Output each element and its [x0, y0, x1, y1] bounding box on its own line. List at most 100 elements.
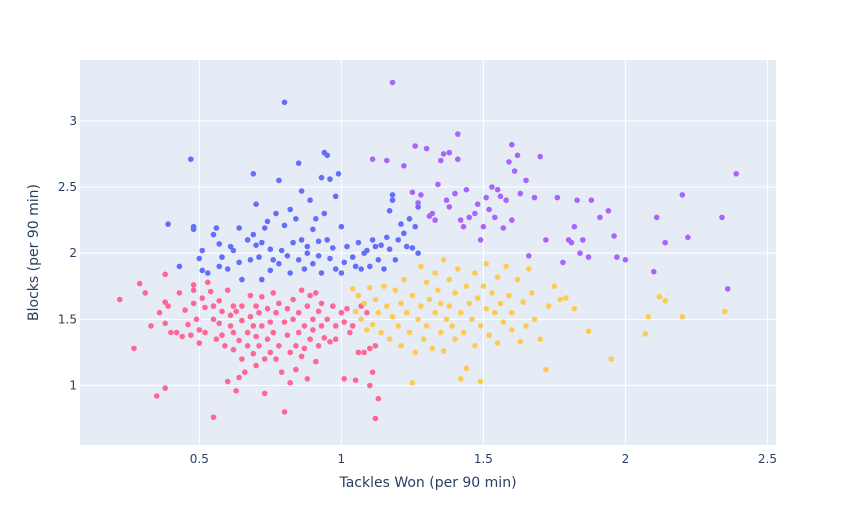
- data-point[interactable]: [267, 319, 274, 325]
- data-point[interactable]: [233, 308, 239, 315]
- data-point[interactable]: [517, 339, 524, 345]
- data-point[interactable]: [230, 247, 237, 254]
- data-point[interactable]: [364, 327, 370, 333]
- data-point[interactable]: [361, 300, 367, 307]
- data-point[interactable]: [295, 309, 302, 316]
- data-point[interactable]: [398, 343, 404, 349]
- data-point[interactable]: [261, 390, 268, 397]
- data-point[interactable]: [216, 298, 222, 304]
- data-point[interactable]: [153, 393, 160, 399]
- data-point[interactable]: [236, 337, 242, 344]
- data-point[interactable]: [571, 305, 578, 312]
- data-point[interactable]: [324, 237, 331, 243]
- data-point[interactable]: [219, 254, 225, 260]
- data-point[interactable]: [438, 329, 444, 336]
- data-point[interactable]: [429, 345, 436, 352]
- data-point[interactable]: [509, 141, 515, 148]
- data-point[interactable]: [395, 323, 402, 329]
- data-point[interactable]: [239, 303, 245, 309]
- data-point[interactable]: [724, 286, 731, 292]
- data-point[interactable]: [233, 388, 239, 394]
- data-point[interactable]: [349, 254, 356, 260]
- data-point[interactable]: [162, 271, 168, 278]
- data-point[interactable]: [401, 276, 407, 283]
- data-point[interactable]: [494, 186, 501, 193]
- data-point[interactable]: [560, 259, 566, 266]
- data-point[interactable]: [483, 194, 490, 201]
- data-point[interactable]: [330, 245, 336, 251]
- data-point[interactable]: [304, 250, 311, 256]
- data-point[interactable]: [176, 290, 183, 296]
- data-point[interactable]: [244, 329, 251, 336]
- data-point[interactable]: [253, 242, 259, 248]
- data-point[interactable]: [500, 225, 507, 231]
- data-point[interactable]: [190, 287, 197, 294]
- data-point[interactable]: [276, 343, 282, 349]
- data-point[interactable]: [403, 309, 410, 316]
- data-point[interactable]: [611, 233, 617, 239]
- data-point[interactable]: [273, 356, 279, 362]
- data-point[interactable]: [239, 276, 245, 283]
- data-point[interactable]: [253, 201, 259, 207]
- data-point[interactable]: [293, 216, 299, 222]
- data-point[interactable]: [253, 362, 259, 369]
- data-point[interactable]: [230, 329, 237, 336]
- data-point[interactable]: [477, 323, 484, 329]
- data-point[interactable]: [270, 290, 277, 296]
- data-point[interactable]: [679, 192, 686, 198]
- data-point[interactable]: [210, 303, 217, 309]
- data-point[interactable]: [341, 259, 348, 266]
- data-point[interactable]: [443, 197, 450, 203]
- data-point[interactable]: [446, 276, 453, 283]
- data-point[interactable]: [509, 217, 515, 223]
- data-point[interactable]: [136, 280, 143, 287]
- data-point[interactable]: [472, 343, 478, 349]
- data-point[interactable]: [554, 194, 561, 201]
- data-point[interactable]: [452, 190, 458, 197]
- data-point[interactable]: [313, 358, 319, 365]
- data-point[interactable]: [290, 296, 296, 303]
- data-point[interactable]: [213, 336, 220, 343]
- data-point[interactable]: [457, 309, 464, 316]
- data-point[interactable]: [205, 270, 211, 276]
- data-point[interactable]: [199, 247, 205, 254]
- data-point[interactable]: [418, 303, 424, 309]
- data-point[interactable]: [395, 237, 402, 243]
- data-point[interactable]: [466, 300, 473, 307]
- data-point[interactable]: [543, 366, 549, 373]
- data-point[interactable]: [483, 305, 490, 312]
- data-point[interactable]: [474, 295, 481, 301]
- data-point[interactable]: [452, 336, 458, 343]
- data-point[interactable]: [341, 319, 348, 325]
- data-point[interactable]: [242, 369, 248, 376]
- data-point[interactable]: [460, 223, 467, 230]
- data-point[interactable]: [250, 231, 257, 238]
- data-point[interactable]: [418, 192, 424, 198]
- data-point[interactable]: [250, 350, 257, 357]
- data-point[interactable]: [432, 270, 438, 276]
- data-point[interactable]: [196, 327, 203, 333]
- data-point[interactable]: [463, 365, 470, 372]
- data-point[interactable]: [415, 200, 421, 206]
- data-point[interactable]: [338, 223, 345, 230]
- data-point[interactable]: [216, 320, 222, 327]
- data-point[interactable]: [295, 257, 302, 263]
- data-point[interactable]: [605, 208, 612, 214]
- data-point[interactable]: [310, 316, 316, 323]
- data-point[interactable]: [509, 327, 515, 333]
- data-point[interactable]: [224, 378, 231, 385]
- data-point[interactable]: [196, 255, 203, 262]
- data-point[interactable]: [213, 225, 220, 231]
- data-point[interactable]: [378, 329, 384, 336]
- data-point[interactable]: [679, 313, 686, 320]
- data-point[interactable]: [571, 223, 578, 230]
- data-point[interactable]: [259, 294, 265, 300]
- data-point[interactable]: [423, 145, 430, 152]
- data-point[interactable]: [261, 356, 268, 362]
- data-point[interactable]: [523, 177, 529, 184]
- data-point[interactable]: [531, 316, 538, 323]
- data-point[interactable]: [608, 356, 614, 362]
- data-point[interactable]: [318, 323, 325, 329]
- data-point[interactable]: [227, 323, 234, 329]
- data-point[interactable]: [199, 267, 205, 274]
